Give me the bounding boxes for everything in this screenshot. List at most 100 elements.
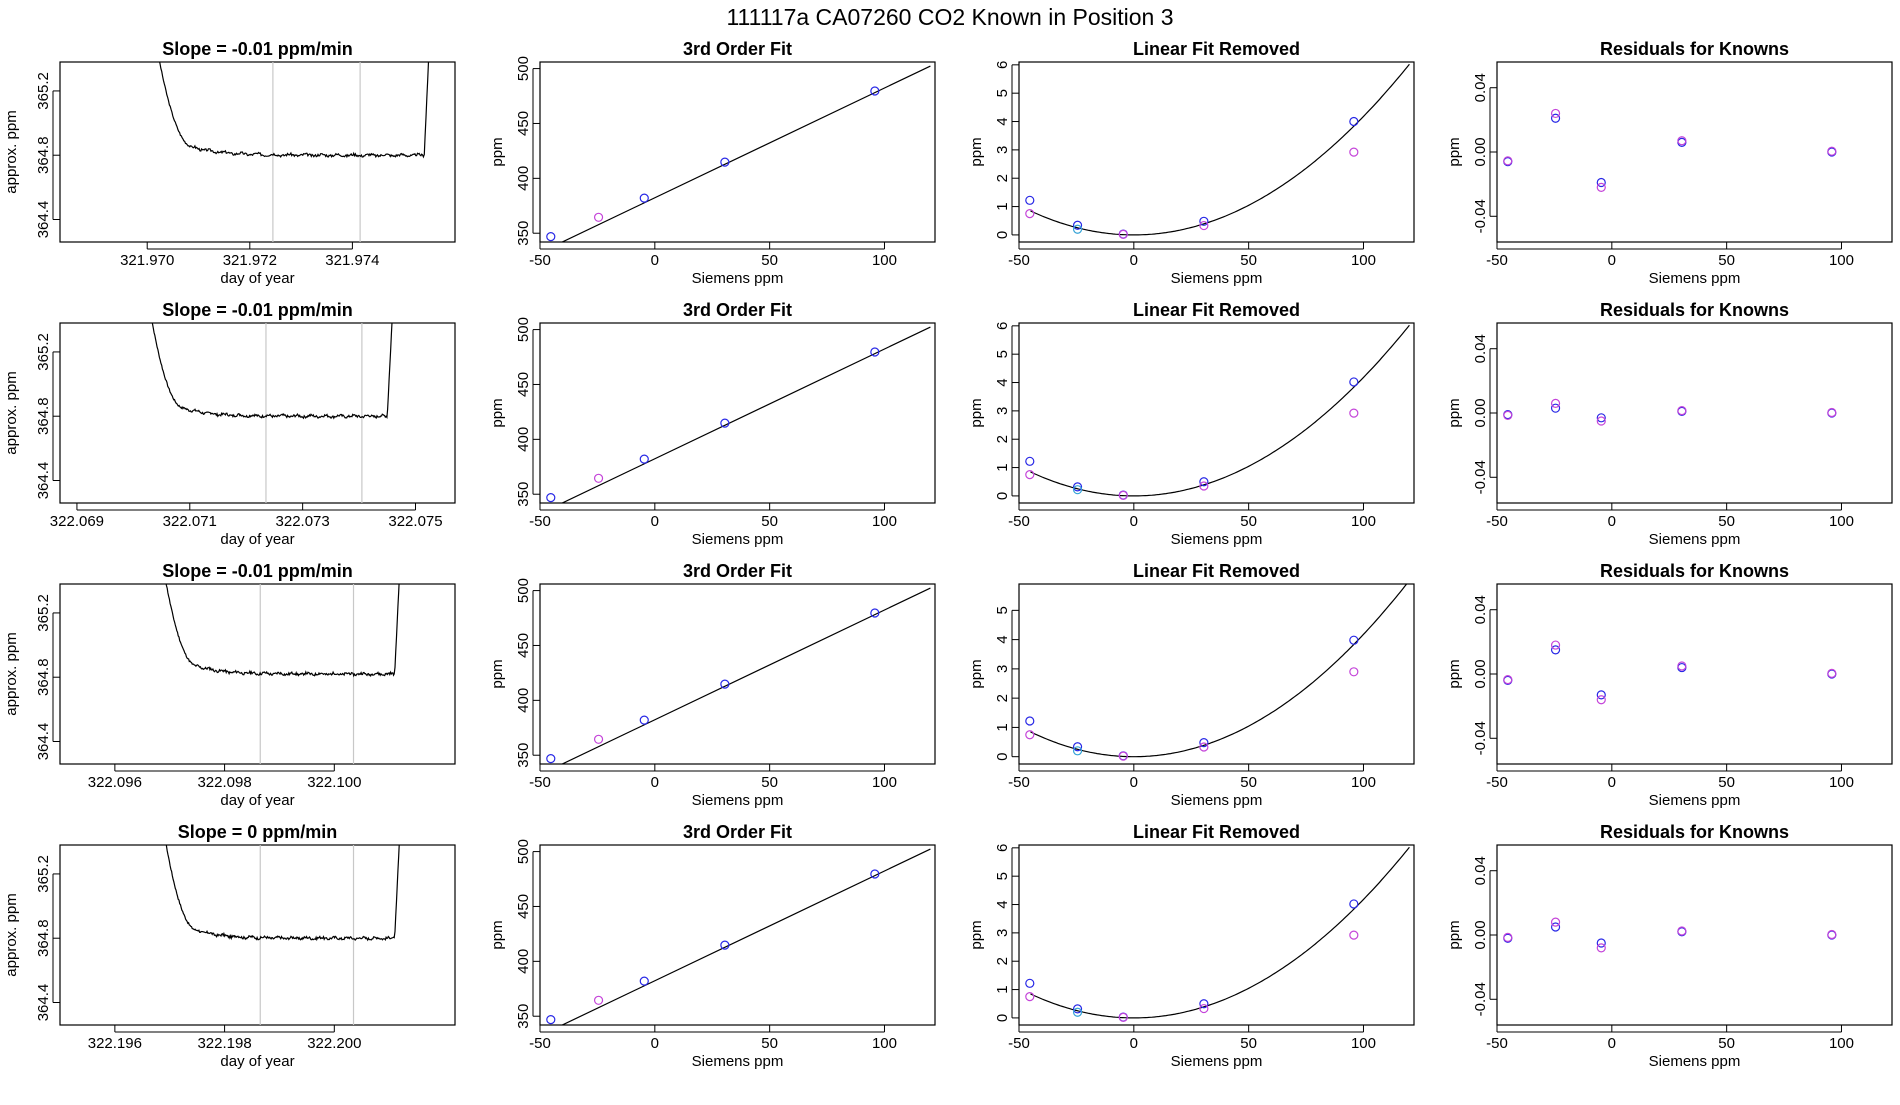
data-point (1072, 1004, 1083, 1014)
y-axis-label: ppm (1446, 659, 1463, 688)
trace-line (159, 62, 430, 159)
plot-panel-r2-c2: 3rd Order Fit -50 0 50 100 Siemens ppm 350 400 4… (489, 300, 936, 548)
y-tick-label: -0.04 (1472, 721, 1489, 755)
x-tick-label: 100 (872, 513, 897, 530)
x-axis-label: Siemens ppm (692, 1053, 784, 1070)
data-point (1199, 481, 1209, 491)
y-tick-label: 2 (994, 435, 1011, 443)
plot-frame (59, 322, 456, 504)
plot-panel-r4-c4: Residuals for Knowns -50 0 50 100 Siemens ppm… (1446, 822, 1893, 1070)
data-point (1025, 456, 1035, 466)
x-tick-label: -50 (529, 252, 551, 269)
data-point (1827, 146, 1837, 156)
x-tick-label: -50 (1486, 1035, 1508, 1052)
data-point (639, 454, 649, 464)
data-point (1199, 999, 1209, 1009)
data-point (1550, 640, 1561, 650)
x-tick-label: 0 (1130, 774, 1138, 791)
data-point (546, 754, 556, 764)
x-tick-label: 322.096 (88, 774, 142, 791)
plot-area (1503, 398, 1837, 426)
x-axis-label: Siemens ppm (1171, 531, 1263, 548)
y-tick-label: 365.2 (35, 72, 52, 110)
plot-area (159, 62, 430, 242)
plot-title: Residuals for Knowns (1600, 300, 1789, 320)
plot-title: Linear Fit Removed (1133, 561, 1300, 581)
data-point (1596, 413, 1606, 423)
y-tick-label: 400 (515, 949, 532, 974)
plot-frame (1496, 583, 1893, 765)
data-point (593, 734, 604, 744)
y-tick-label: 4 (994, 117, 1011, 125)
fit-curve (1030, 846, 1410, 1019)
x-tick-label: 0 (651, 252, 659, 269)
data-point (1550, 113, 1561, 123)
y-axis-label: approx. ppm (3, 371, 20, 454)
data-point (1550, 108, 1561, 119)
x-tick-label: -50 (1008, 513, 1030, 530)
plot-title: 3rd Order Fit (683, 561, 792, 581)
trace-line (165, 845, 400, 942)
y-tick-label: 500 (515, 839, 532, 864)
data-point (1550, 922, 1561, 932)
fit-line (560, 587, 931, 764)
y-tick-label: 6 (994, 322, 1011, 330)
data-point (1072, 746, 1083, 756)
x-tick-label: 50 (1240, 774, 1257, 791)
data-point (1199, 216, 1209, 226)
data-point (639, 715, 649, 725)
y-tick-label: 450 (515, 633, 532, 658)
y-tick-label: 5 (994, 350, 1011, 358)
data-point (1827, 929, 1837, 940)
plot-title: Residuals for Knowns (1600, 822, 1789, 842)
data-point (639, 193, 649, 203)
x-tick-label: 100 (1351, 252, 1376, 269)
plot-area (1503, 108, 1837, 192)
x-axis-label: Siemens ppm (1649, 1053, 1741, 1070)
x-tick-label: 322.069 (50, 513, 104, 530)
x-tick-label: 322.071 (163, 513, 217, 530)
plot-panel-r4-c3: Linear Fit Removed -50 0 50 100 Siemens ppm 0 1… (968, 822, 1415, 1070)
plot-area (165, 584, 400, 764)
y-tick-label: 2 (994, 957, 1011, 965)
x-tick-label: 0 (1608, 513, 1616, 530)
data-point (1349, 147, 1359, 157)
data-point (1827, 407, 1837, 418)
data-point (1025, 195, 1035, 205)
data-point (1025, 978, 1035, 988)
x-axis-label: day of year (220, 531, 294, 548)
y-tick-label: 364.4 (35, 201, 52, 239)
data-point (1827, 668, 1837, 678)
plot-title: Slope = -0.01 ppm/min (162, 300, 353, 320)
y-tick-label: 5 (994, 89, 1011, 97)
plot-area (1503, 640, 1837, 705)
y-tick-label: -0.04 (1472, 460, 1489, 494)
x-tick-label: 50 (1240, 252, 1257, 269)
y-tick-label: 365.2 (35, 855, 52, 893)
plot-area (165, 845, 400, 1025)
plot-frame (1496, 322, 1893, 504)
plot-title: 3rd Order Fit (683, 39, 792, 59)
x-tick-label: 321.974 (325, 252, 379, 269)
plot-frame (539, 322, 936, 504)
plot-area (546, 848, 931, 1025)
x-tick-label: 100 (1829, 252, 1854, 269)
x-tick-label: 100 (1351, 1035, 1376, 1052)
x-axis-label: Siemens ppm (692, 531, 784, 548)
y-tick-label: 0.00 (1472, 659, 1489, 688)
data-point (870, 86, 880, 96)
data-point (1025, 209, 1035, 219)
y-axis-label: ppm (968, 137, 985, 166)
y-tick-label: -0.04 (1472, 982, 1489, 1016)
y-tick-label: 0.04 (1472, 334, 1489, 363)
y-tick-label: -0.04 (1472, 199, 1489, 233)
figure-title: 111117a CA07260 CO2 Known in Position 3 (726, 4, 1174, 30)
data-point (593, 995, 604, 1005)
x-tick-label: 322.198 (197, 1035, 251, 1052)
plot-frame (59, 844, 456, 1026)
x-tick-label: 322.073 (276, 513, 330, 530)
plot-frame (1018, 844, 1415, 1026)
data-point (1349, 116, 1359, 127)
plot-panel-r1-c1: Slope = -0.01 ppm/min 321.970 321.972 321.9… (3, 39, 456, 287)
